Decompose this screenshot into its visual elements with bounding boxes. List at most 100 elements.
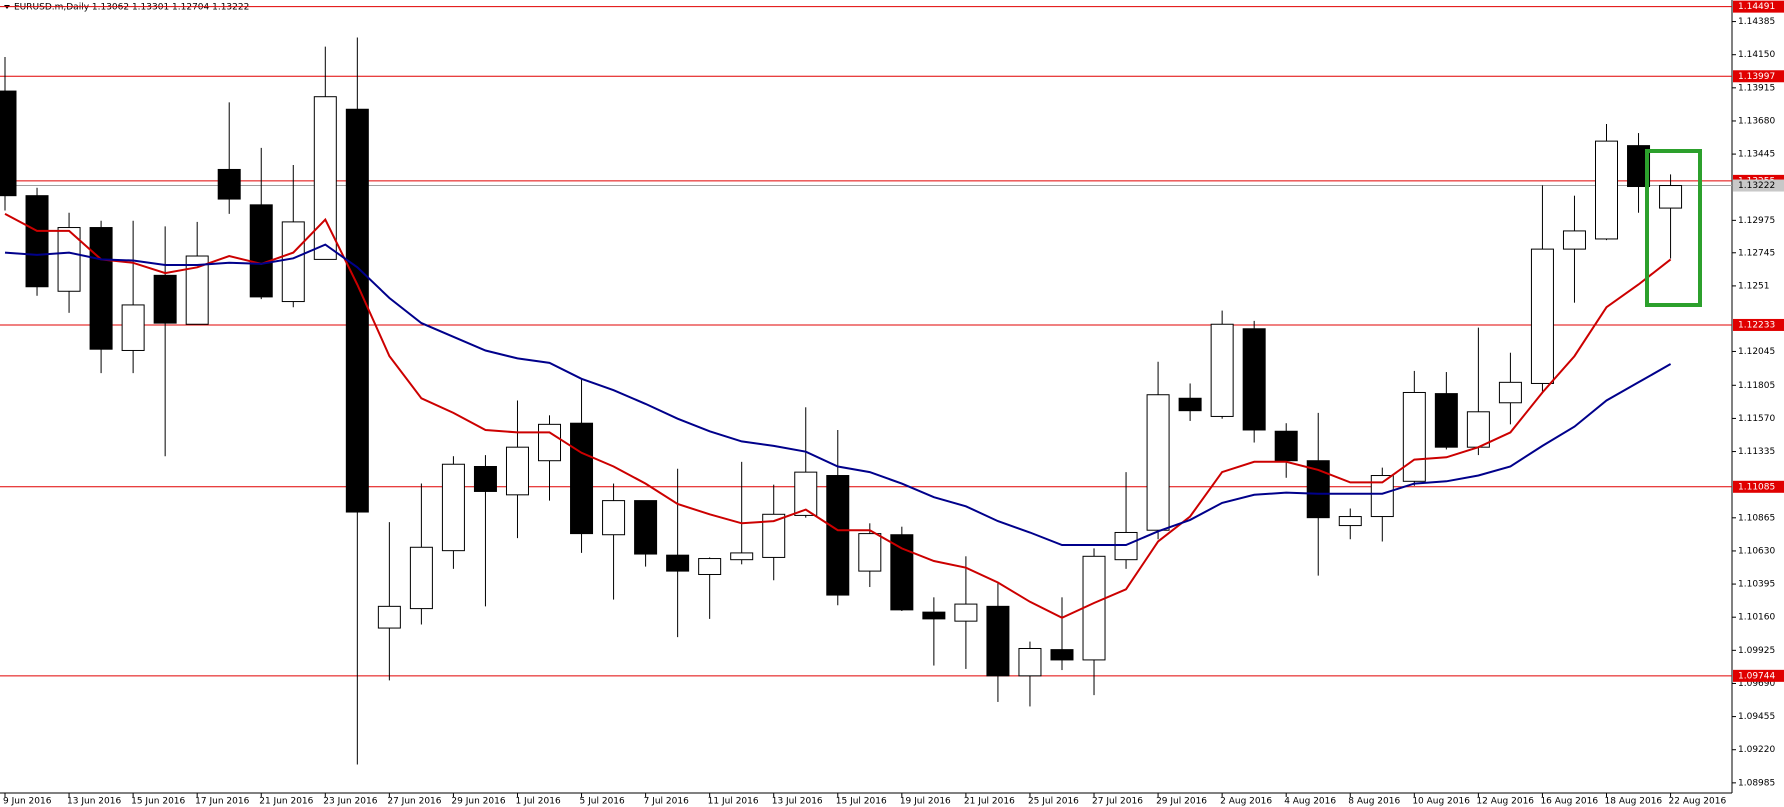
candle-body [1466, 411, 1490, 448]
x-tick-label: 29 Jul 2016 [1156, 797, 1207, 807]
candle-body [345, 108, 369, 513]
candle-body [377, 605, 401, 629]
candle-body [0, 90, 17, 197]
candle-body [1178, 397, 1202, 412]
x-tick-label: 10 Aug 2016 [1412, 797, 1470, 807]
y-tick-label: 1.13915 [1738, 83, 1775, 93]
candle-body [794, 471, 818, 516]
level-label-box [1733, 70, 1784, 83]
candle-body [538, 423, 562, 462]
level-label: 1.14491 [1738, 2, 1775, 12]
level-label-box [1733, 0, 1784, 13]
candle-body [217, 168, 241, 200]
x-tick-label: 23 Jun 2016 [323, 797, 377, 807]
candle-body [1338, 516, 1362, 527]
candle-body [986, 605, 1010, 677]
x-tick-label: 19 Jul 2016 [900, 797, 951, 807]
x-tick-label: 1 Jul 2016 [515, 797, 560, 807]
candle-body [185, 255, 209, 325]
candle-body [954, 603, 978, 622]
candle-body [858, 533, 882, 572]
y-tick-label: 1.11335 [1738, 447, 1775, 457]
candle-body [1146, 394, 1170, 531]
candle-body [1562, 230, 1586, 250]
x-tick-label: 27 Jun 2016 [387, 797, 441, 807]
candle-body [634, 500, 658, 555]
price-label: 1.13222 [1738, 181, 1775, 191]
x-tick-label: 27 Jul 2016 [1092, 797, 1143, 807]
level-label: 1.09744 [1738, 671, 1775, 681]
level-label: 1.13997 [1738, 72, 1775, 82]
candle-body [1210, 323, 1234, 417]
candle-body [505, 446, 529, 496]
level-label: 1.12233 [1738, 320, 1775, 330]
x-tick-label: 21 Jul 2016 [964, 797, 1015, 807]
y-tick-label: 1.11570 [1738, 414, 1775, 424]
x-tick-label: 12 Aug 2016 [1476, 797, 1534, 807]
y-tick-label: 1.12745 [1738, 248, 1775, 258]
x-tick-label: 11 Jul 2016 [708, 797, 759, 807]
y-tick-label: 1.09925 [1738, 646, 1775, 656]
candle-body [1306, 460, 1330, 519]
candle-body [602, 500, 626, 536]
level-label-box [1733, 318, 1784, 331]
candle-body [1434, 393, 1458, 448]
y-tick-label: 1.10160 [1738, 613, 1775, 623]
level-label: 1.11085 [1738, 482, 1775, 492]
candle-body [570, 422, 594, 535]
candle-body [1242, 328, 1266, 431]
candle-body [1498, 381, 1522, 404]
candle-body [1659, 185, 1683, 209]
level-label-box [1733, 480, 1784, 493]
x-tick-label: 18 Aug 2016 [1605, 797, 1663, 807]
candle-body [89, 227, 113, 350]
y-tick-label: 1.14150 [1738, 50, 1775, 60]
x-tick-label: 13 Jul 2016 [772, 797, 823, 807]
y-tick-label: 1.09690 [1738, 679, 1775, 689]
x-tick-label: 9 Jun 2016 [3, 797, 52, 807]
highlight-box [1645, 149, 1702, 307]
candle-body [1402, 391, 1426, 482]
candle-body [1370, 475, 1394, 518]
y-tick-label: 1.11805 [1738, 381, 1775, 391]
candle-body [698, 558, 722, 575]
candle-body [762, 513, 786, 558]
chart-title: EURUSD.m,Daily 1.13062 1.13301 1.12704 1… [14, 3, 249, 13]
x-tick-label: 25 Jul 2016 [1028, 797, 1079, 807]
x-tick-label: 29 Jun 2016 [451, 797, 505, 807]
y-tick-label: 1.12045 [1738, 347, 1775, 357]
x-tick-label: 7 Jul 2016 [644, 797, 689, 807]
y-tick-label: 1.13445 [1738, 150, 1775, 160]
y-tick-label: 1.09220 [1738, 745, 1775, 755]
y-tick-label: 1.10865 [1738, 513, 1775, 523]
candle-body [1050, 649, 1074, 661]
y-tick-label: 1.1251 [1738, 281, 1770, 291]
x-tick-label: 8 Aug 2016 [1348, 797, 1400, 807]
candle-body [57, 227, 81, 292]
candle-body [826, 475, 850, 596]
x-tick-label: 13 Jun 2016 [67, 797, 121, 807]
candle-body [890, 534, 914, 611]
candle-body [473, 465, 497, 492]
candle-body [922, 611, 946, 620]
candle-body [1627, 145, 1651, 188]
candle-body [313, 96, 337, 260]
x-tick-label: 21 Jun 2016 [259, 797, 313, 807]
candle-body [1082, 555, 1106, 661]
x-tick-label: 4 Aug 2016 [1284, 797, 1336, 807]
candle-body [666, 554, 690, 572]
x-tick-label: 2 Aug 2016 [1220, 797, 1272, 807]
level-label-box [1733, 669, 1784, 682]
x-tick-label: 17 Jun 2016 [195, 797, 249, 807]
price-label-box [1733, 179, 1784, 192]
x-tick-label: 15 Jun 2016 [131, 797, 185, 807]
y-tick-label: 1.14385 [1738, 17, 1775, 27]
candle-body [1595, 140, 1618, 240]
x-tick-label: 22 Aug 2016 [1669, 797, 1727, 807]
candle-body [1530, 248, 1554, 384]
candle-body [409, 546, 433, 610]
moving-average-line [4, 243, 1672, 546]
candle-body [153, 274, 177, 324]
